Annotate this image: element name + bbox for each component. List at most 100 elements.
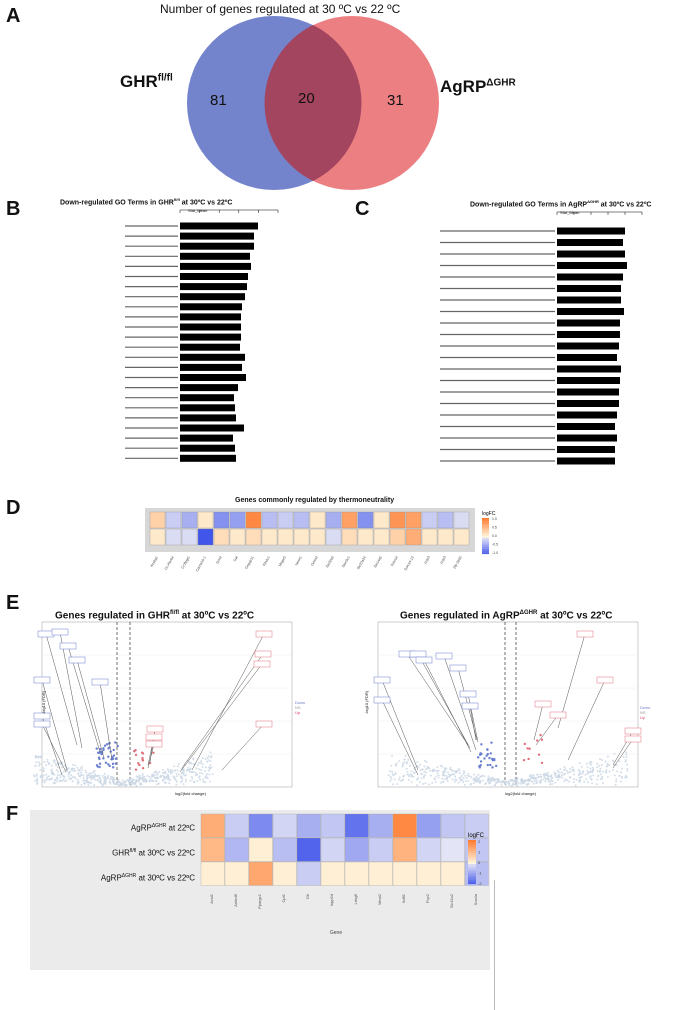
ns-point [595, 783, 598, 786]
down-point [480, 743, 483, 746]
up-point [536, 739, 539, 742]
ns-point [73, 767, 76, 770]
ns-point [169, 769, 172, 772]
ns-point [615, 778, 618, 781]
ns-point [131, 779, 134, 782]
ns-point [596, 770, 599, 773]
heatmap-cell [389, 511, 406, 529]
ns-point [77, 772, 80, 775]
divider-line [494, 880, 495, 1010]
ns-point [565, 769, 568, 772]
ns-point [70, 777, 73, 780]
label-connector [533, 703, 544, 741]
ns-point [462, 781, 465, 784]
heatmap-cell [357, 528, 374, 546]
ns-point [209, 760, 212, 763]
ns-point [179, 781, 182, 784]
ns-point [619, 771, 622, 774]
legend-swatch [482, 550, 489, 553]
ns-point [177, 762, 180, 765]
ns-point [492, 779, 495, 782]
ns-point [564, 778, 567, 781]
ns-point [468, 775, 471, 778]
ns-point [161, 771, 164, 774]
gene-callout [91, 678, 109, 686]
heatmap-cell [344, 837, 369, 862]
down-point [478, 753, 482, 757]
down-point [111, 762, 115, 766]
ns-point [141, 779, 144, 782]
ns-point [189, 779, 192, 782]
down-point [95, 747, 98, 750]
ns-point [209, 751, 212, 754]
ns-point [599, 767, 602, 770]
ns-point [416, 761, 419, 764]
ns-point [150, 780, 153, 783]
ns-point [157, 782, 160, 785]
gene-label: Acsbg1 [150, 555, 159, 567]
ns-point [442, 780, 445, 783]
down-point [483, 757, 486, 760]
ns-point [592, 774, 595, 777]
legend-tick: 0.5 [492, 526, 497, 530]
gene-label: Slc11a2 [449, 893, 454, 908]
gene-label: Zfp-2b02 [452, 555, 462, 569]
bar [557, 377, 620, 384]
ns-point [470, 776, 473, 779]
heatmap-cell [248, 837, 273, 862]
ns-point [474, 780, 477, 783]
ns-point [466, 774, 469, 777]
heatmap-cell [373, 511, 390, 529]
ns-point [542, 773, 545, 776]
ns-point [620, 767, 623, 770]
ns-point [533, 780, 536, 783]
ns-point [120, 783, 123, 786]
bar [180, 252, 250, 260]
bar [180, 353, 245, 361]
ns-point [559, 767, 562, 770]
legend-swatch [468, 851, 476, 854]
ns-point [486, 780, 489, 783]
bar [557, 319, 620, 327]
ns-point [205, 777, 208, 780]
bar [557, 227, 625, 235]
ns-point [43, 778, 46, 781]
ns-point [37, 756, 40, 759]
down-point [98, 751, 101, 755]
ns-point [449, 773, 452, 776]
legend-up: Up [640, 715, 646, 720]
bar [180, 424, 244, 432]
heatmap-cell [421, 511, 438, 529]
ns-point [175, 772, 178, 775]
gene-label: Cacna1b-1 [195, 555, 207, 572]
ns-point [156, 773, 159, 776]
ns-point [117, 778, 120, 781]
panel-e-left-title: Genes regulated in GHRfl/fl at 30ºC vs 2… [55, 610, 255, 622]
ns-point [449, 766, 452, 769]
ns-point [588, 762, 591, 765]
ns-point [488, 778, 491, 781]
legend-swatch [468, 881, 476, 885]
x-axis-label: Gene [330, 930, 342, 936]
tick-label: -3 [237, 208, 241, 209]
legend-swatch [482, 539, 489, 542]
ns-point [458, 772, 461, 775]
bar [180, 313, 241, 321]
ns-point [91, 776, 94, 779]
ns-point [148, 780, 151, 783]
ns-point [404, 754, 407, 757]
down-point [114, 757, 118, 760]
ns-point [45, 773, 48, 776]
ns-point [598, 764, 601, 767]
ns-point [578, 776, 581, 779]
ns-point [78, 769, 81, 772]
ns-point [601, 758, 604, 761]
ns-point [100, 782, 103, 785]
ns-point [463, 783, 466, 786]
legend-swatch [468, 866, 476, 869]
heatmap-cell [421, 528, 438, 546]
ns-point [50, 772, 53, 775]
heatmap-cell [320, 813, 345, 838]
ns-point [204, 770, 207, 773]
gene-label: Slc32a3 [325, 555, 335, 568]
